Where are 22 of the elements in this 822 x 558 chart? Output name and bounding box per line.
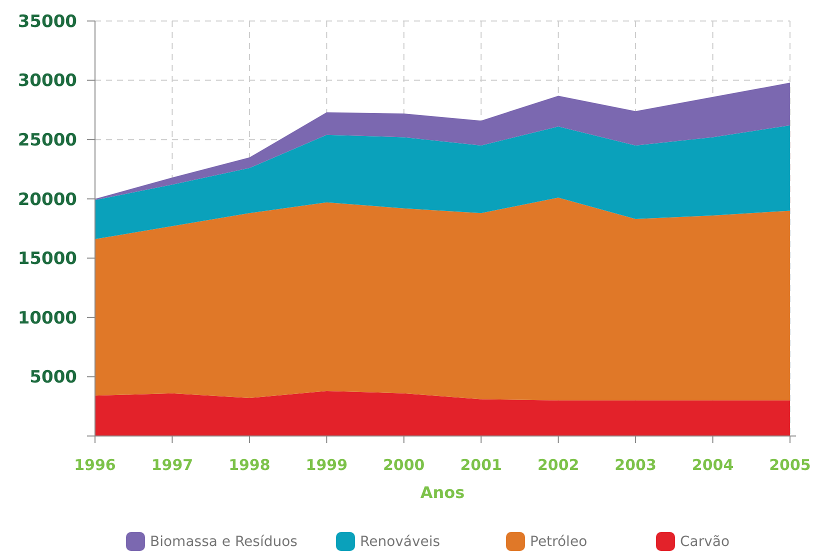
legend-label: Biomassa e Resíduos (150, 534, 298, 550)
legend-label: Petróleo (530, 534, 588, 550)
x-tick-label: 1998 (228, 456, 270, 474)
y-tick-label: 25000 (18, 130, 78, 151)
x-tick-label: 1997 (151, 456, 194, 474)
y-tick-label: 30000 (18, 71, 78, 92)
y-tick-label: 10000 (18, 308, 78, 328)
legend-label: Carvão (680, 534, 730, 550)
x-axis-title: Anos (420, 483, 465, 502)
x-tick-label: 1996 (74, 456, 116, 474)
x-tick-label: 1999 (306, 456, 348, 474)
y-tick-label: 20000 (18, 190, 78, 210)
y-tick-label: 15000 (18, 249, 78, 270)
x-tick-label: 2004 (692, 456, 734, 474)
y-tick-label: 5000 (30, 368, 78, 388)
y-tick-label: 35000 (18, 12, 78, 32)
x-tick-label: 2005 (769, 456, 811, 474)
x-tick-label: 2000 (383, 456, 425, 474)
x-tick-label: 2001 (460, 456, 502, 474)
x-tick-label: 2002 (537, 456, 580, 474)
x-tick-label: 2003 (614, 456, 656, 474)
legend-label: Renováveis (360, 534, 440, 550)
